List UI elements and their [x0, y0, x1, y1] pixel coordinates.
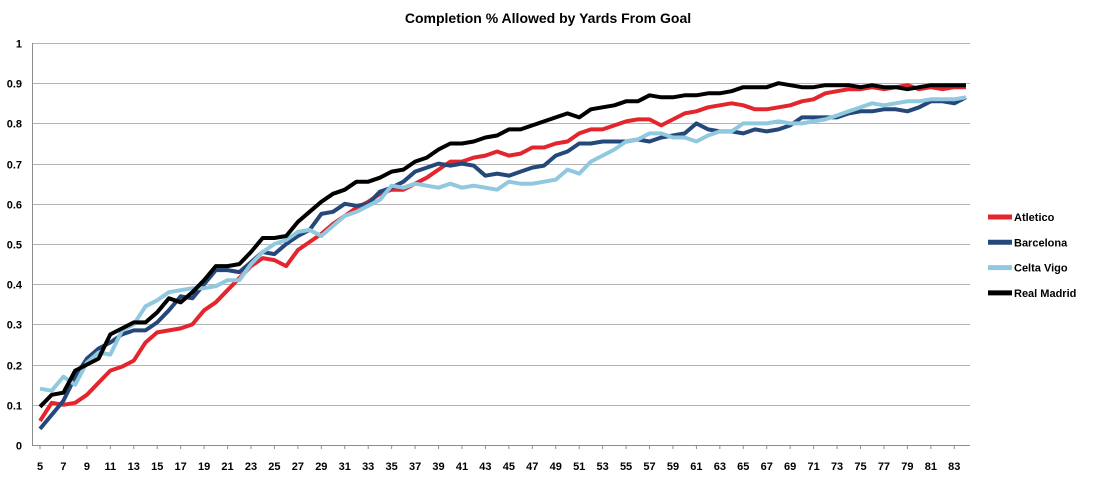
x-tick-label: 75	[854, 461, 866, 473]
gridlines	[32, 43, 970, 446]
y-tick-label: 0.9	[7, 79, 22, 91]
series-line-real-madrid	[38, 81, 966, 409]
x-tick-label: 39	[432, 461, 444, 473]
y-tick-label: 0.6	[7, 200, 22, 212]
legend-label-atletico: Atletico	[1014, 212, 1055, 224]
y-tick-label: 0.5	[7, 240, 22, 252]
x-tick-label: 51	[573, 461, 585, 473]
x-tick-label: 17	[175, 461, 187, 473]
x-tick-label: 77	[878, 461, 890, 473]
series-lines	[38, 81, 967, 431]
x-tick-label: 53	[597, 461, 609, 473]
x-tick-label: 9	[84, 461, 90, 473]
chart-title: Completion % Allowed by Yards From Goal	[405, 10, 691, 26]
series-line-barcelona	[38, 95, 967, 431]
x-tick-label: 37	[409, 461, 421, 473]
x-tick-label: 57	[643, 461, 655, 473]
x-tick-label: 5	[37, 461, 43, 473]
y-tick-label: 0.7	[7, 160, 22, 172]
x-tick-label: 47	[526, 461, 538, 473]
x-tick-label: 45	[503, 461, 515, 473]
x-tick-label: 63	[714, 461, 726, 473]
x-tick-label: 49	[550, 461, 562, 473]
y-tick-label: 0.3	[7, 320, 22, 332]
x-tick-label: 31	[339, 461, 351, 473]
x-tick-label: 61	[690, 461, 702, 473]
y-tick-label: 0	[16, 441, 22, 453]
y-tick-label: 1	[16, 39, 22, 51]
x-tick-label: 65	[737, 461, 749, 473]
x-tick-label: 43	[479, 461, 491, 473]
x-tick-label: 59	[667, 461, 679, 473]
legend-label-celta-vigo: Celta Vigo	[1014, 263, 1068, 275]
x-tick-label: 13	[128, 461, 140, 473]
x-tick-label: 21	[221, 461, 233, 473]
y-tick-label: 0.8	[7, 119, 22, 131]
x-tick-label: 41	[456, 461, 468, 473]
y-tick-label: 0.2	[7, 361, 22, 373]
x-tick-label: 55	[620, 461, 632, 473]
x-tick-label: 71	[807, 461, 819, 473]
x-tick-label: 83	[948, 461, 960, 473]
series-line-atletico	[38, 83, 966, 422]
legend-label-barcelona: Barcelona	[1014, 237, 1068, 249]
y-axis-ticks: 0 0.1 0.2 0.3 0.4 0.5 0.6 0.7 0.8 0.9 1	[7, 39, 23, 453]
x-tick-label: 27	[292, 461, 304, 473]
x-tick-label: 15	[151, 461, 163, 473]
x-tick-label: 33	[362, 461, 374, 473]
x-tick-label: 73	[831, 461, 843, 473]
x-tick-label: 7	[60, 461, 66, 473]
x-tick-label: 79	[901, 461, 913, 473]
x-tick-label: 67	[761, 461, 773, 473]
x-tick-label: 81	[925, 461, 937, 473]
legend: Atletico Barcelona Celta Vigo Real Madrid	[988, 212, 1076, 300]
x-tick-label: 11	[105, 461, 117, 473]
x-axis-ticks: 5 7 9 11 13 15 17 19 21 23 25 27 29 31 33 35 37 39 41 43 45 4…	[37, 445, 960, 473]
x-tick-label: 25	[268, 461, 280, 473]
y-tick-label: 0.1	[7, 401, 22, 413]
x-tick-label: 35	[386, 461, 398, 473]
y-tick-label: 0.4	[7, 280, 23, 292]
x-tick-label: 69	[784, 461, 796, 473]
legend-label-real-madrid: Real Madrid	[1014, 288, 1076, 300]
x-tick-label: 19	[198, 461, 210, 473]
x-tick-label: 29	[315, 461, 327, 473]
x-tick-label: 23	[245, 461, 257, 473]
